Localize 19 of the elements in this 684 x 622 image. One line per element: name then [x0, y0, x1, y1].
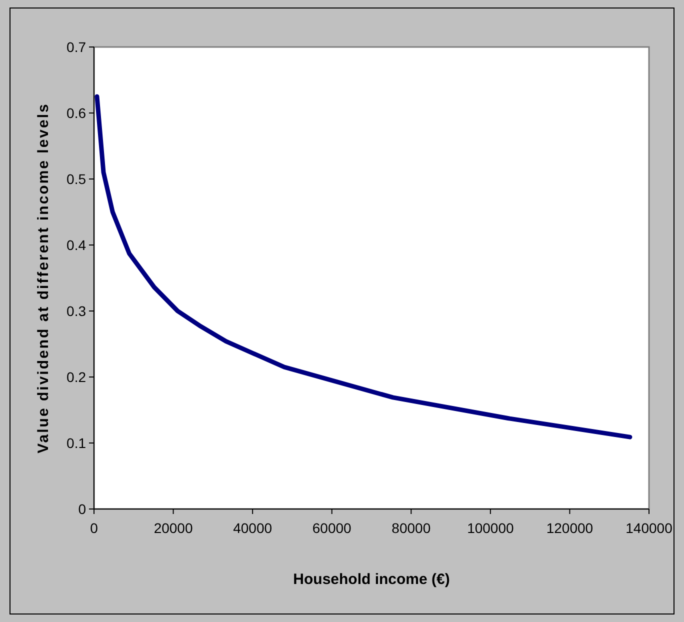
- x-tick-label: 60000: [312, 520, 352, 536]
- y-tick-label: 0.2: [66, 368, 86, 385]
- y-tick-label: 0: [78, 500, 86, 517]
- y-axis-title: Value dividend at different income levels: [35, 102, 52, 454]
- x-tick-label: 120000: [546, 520, 594, 536]
- y-tick-label: 0.3: [66, 302, 86, 319]
- y-tick-label: 0.4: [66, 236, 86, 253]
- x-tick-label: 100000: [467, 520, 514, 536]
- line-series: [94, 94, 632, 440]
- y-tick-label: 0.6: [66, 104, 86, 121]
- x-tick-label: 80000: [392, 520, 431, 536]
- y-tick-label: 0.5: [66, 170, 86, 187]
- x-tick-label: 20000: [154, 520, 193, 536]
- x-tick-label: 140000: [626, 520, 673, 536]
- x-tick-label: 40000: [233, 520, 272, 536]
- x-axis-title: Household income (€): [293, 571, 450, 588]
- y-tick-label: 0.1: [66, 434, 86, 451]
- x-tick-label: 0: [90, 520, 98, 536]
- y-tick-label: 0.7: [66, 38, 86, 55]
